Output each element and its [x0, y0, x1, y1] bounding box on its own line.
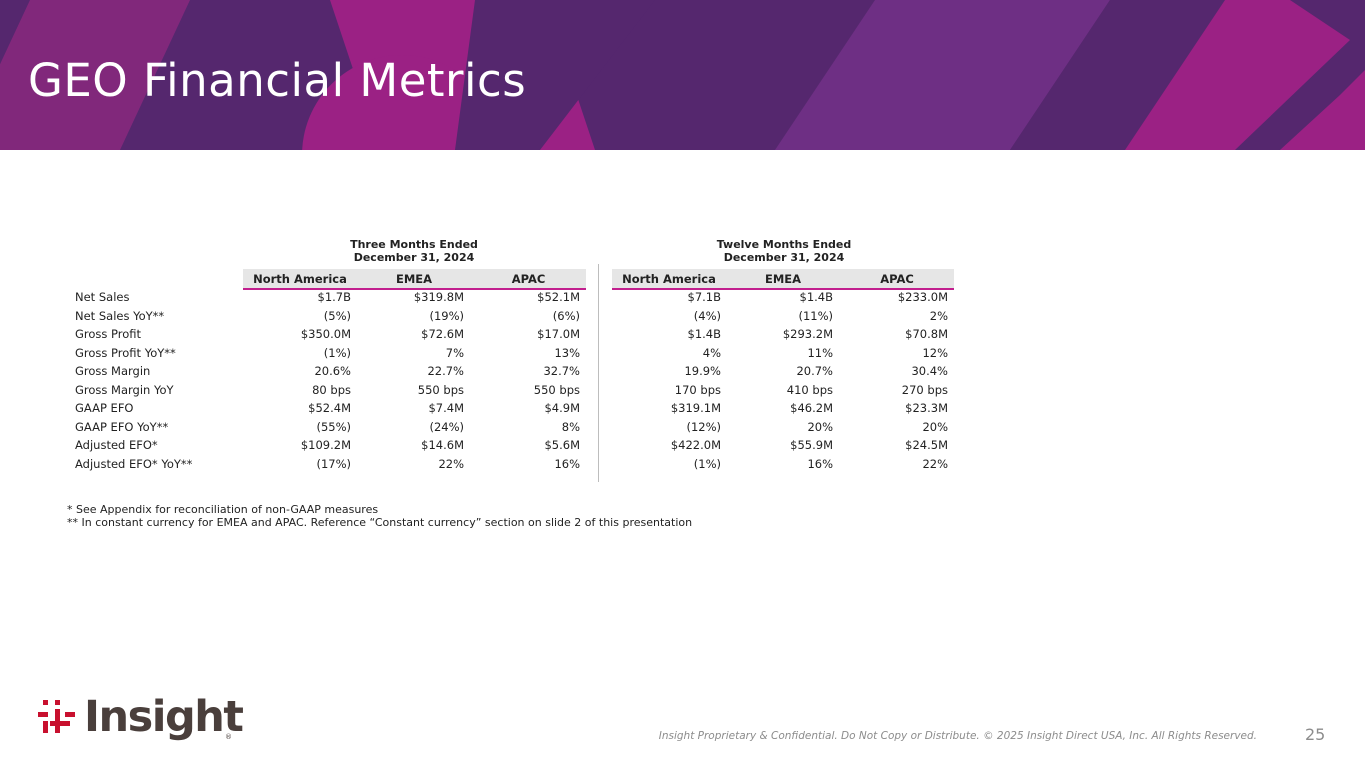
table-cell: 13%: [554, 345, 580, 360]
table-cell: 7%: [445, 345, 464, 360]
table-cell: 22.7%: [427, 364, 464, 378]
table-cell: $319.8M: [413, 290, 464, 304]
table-cell: (4%): [693, 308, 721, 323]
table-cell: $319.1M: [670, 401, 721, 415]
table-cell: 4%: [702, 345, 721, 360]
row-label: GAAP EFO YoY**: [75, 419, 169, 434]
page-title: GEO Financial Metrics: [28, 54, 527, 107]
table-cell: $23.3M: [905, 401, 948, 415]
table-cell: (17%): [316, 456, 351, 471]
table-cell: $233.0M: [897, 290, 948, 304]
table-cell: (19%): [429, 308, 464, 323]
table-cell: 12%: [922, 345, 948, 360]
footnote-constant-currency: ** In constant currency for EMEA and APA…: [67, 516, 693, 529]
table-cell: 80 bps: [312, 382, 351, 397]
table-cell: $46.2M: [790, 401, 833, 415]
table-cell: 20.6%: [314, 364, 351, 378]
column-header-north-america-3m: North America: [253, 272, 347, 286]
three-months-line2: December 31, 2024: [353, 251, 475, 264]
table-cell: $7.4M: [428, 401, 464, 415]
three-months-line1: Three Months Ended: [350, 238, 478, 251]
table-cell: (6%): [552, 308, 580, 323]
table-cell: $52.4M: [308, 401, 351, 415]
table-cell: 22%: [438, 456, 464, 471]
period-divider: [598, 264, 599, 482]
table-cell: 11%: [807, 345, 833, 360]
row-label: Gross Margin: [75, 364, 151, 378]
table-cell: (12%): [686, 419, 721, 434]
table-cell: 22%: [922, 456, 948, 471]
row-label: Net Sales: [75, 290, 130, 304]
table-cell: $7.1B: [687, 290, 722, 304]
table-cell: 410 bps: [786, 382, 833, 397]
table-cell: $24.5M: [905, 438, 948, 452]
column-header-north-america-12m: North America: [622, 272, 716, 286]
three-months-period-header: Three Months Ended December 31, 2024: [314, 238, 514, 264]
insight-logo-icon: [38, 700, 75, 733]
twelve-months-line1: Twelve Months Ended: [716, 238, 852, 251]
insight-logo-wordmark: Insight: [84, 692, 244, 742]
row-label: Gross Margin YoY: [75, 382, 174, 397]
table-cell: 170 bps: [674, 382, 721, 397]
table-cell: 20.7%: [796, 364, 833, 378]
table-cell: (1%): [693, 456, 721, 471]
row-label: Net Sales YoY**: [75, 308, 165, 323]
column-header-apac-12m: APAC: [880, 272, 914, 286]
table-cell: 550 bps: [533, 382, 580, 397]
table-cell: 30.4%: [911, 364, 948, 378]
table-cell: 16%: [807, 456, 833, 471]
table-cell: 20%: [807, 419, 833, 434]
registered-mark: ®: [225, 733, 232, 741]
table-cell: (11%): [798, 308, 833, 323]
twelve-months-header-bar: [612, 269, 954, 290]
table-cell: 16%: [554, 456, 580, 471]
table-cell: $422.0M: [670, 438, 721, 452]
row-label: GAAP EFO: [75, 401, 134, 415]
column-header-emea-12m: EMEA: [764, 272, 802, 286]
table-cell: $1.4B: [799, 290, 834, 304]
table-cell: 2%: [929, 308, 948, 323]
table-cell: 550 bps: [417, 382, 464, 397]
twelve-months-period-header: Twelve Months Ended December 31, 2024: [684, 238, 884, 264]
table-cell: $293.2M: [782, 327, 833, 341]
table-cell: $17.0M: [537, 327, 580, 341]
table-cell: (1%): [323, 345, 351, 360]
page-number: 25: [1305, 725, 1326, 744]
table-cell: 20%: [922, 419, 948, 434]
table-cell: $1.7B: [317, 290, 352, 304]
banner-decoration: [0, 0, 1365, 150]
table-cell: $350.0M: [300, 327, 351, 341]
table-cell: $4.9M: [544, 401, 580, 415]
row-label: Adjusted EFO* YoY**: [75, 456, 193, 471]
footnote-non-gaap: * See Appendix for reconciliation of non…: [67, 503, 379, 516]
table-cell: $55.9M: [790, 438, 833, 452]
table-cell: 270 bps: [901, 382, 948, 397]
table-cell: $5.6M: [544, 438, 580, 452]
table-cell: $52.1M: [537, 290, 580, 304]
table-cell: 8%: [561, 419, 580, 434]
row-label: Gross Profit: [75, 327, 142, 341]
table-cell: $109.2M: [300, 438, 351, 452]
title-banner: GEO Financial Metrics: [0, 0, 1365, 150]
table-cell: $1.4B: [687, 327, 722, 341]
column-header-emea-3m: EMEA: [395, 272, 433, 286]
column-header-apac-3m: APAC: [511, 272, 546, 286]
three-months-header-bar: [243, 269, 586, 290]
confidentiality-notice: Insight Proprietary & Confidential. Do N…: [658, 730, 1257, 742]
table-cell: (55%): [316, 419, 351, 434]
table-cell: 32.7%: [543, 364, 580, 378]
table-cell: (24%): [429, 419, 464, 434]
table-cell: $14.6M: [421, 438, 464, 452]
table-cell: $72.6M: [421, 327, 464, 341]
table-cell: (5%): [323, 308, 351, 323]
table-cell: 19.9%: [684, 364, 721, 378]
twelve-months-line2: December 31, 2024: [723, 251, 845, 264]
table-cell: $70.8M: [905, 327, 948, 341]
row-label: Gross Profit YoY**: [75, 345, 176, 360]
row-label: Adjusted EFO*: [75, 438, 158, 452]
